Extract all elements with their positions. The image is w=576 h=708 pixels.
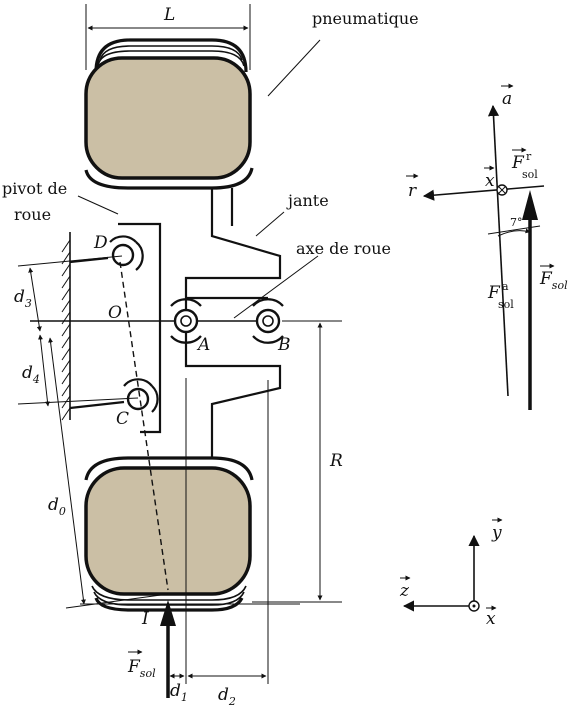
svg-text:a: a	[502, 89, 512, 109]
bottom-tire-body	[84, 466, 252, 596]
svg-text:a: a	[502, 280, 509, 293]
label-d4: d4	[22, 363, 40, 386]
svg-text:r: r	[526, 150, 532, 163]
label-r-vector: r	[406, 173, 419, 201]
svg-text:sol: sol	[522, 168, 538, 181]
svg-text:Fsol: Fsol	[539, 269, 568, 292]
label-y-axis: y	[491, 517, 503, 543]
wall-hatching	[61, 239, 71, 421]
label-F-sol-contact: Fsol	[127, 649, 156, 680]
bearing-a	[173, 308, 199, 334]
labels: pneumatique jante axe de roue pivot de r…	[2, 5, 568, 708]
svg-text:z: z	[399, 581, 410, 601]
label-d0: d0	[48, 495, 66, 518]
svg-text:Fsol: Fsol	[127, 657, 156, 680]
label-I: I	[141, 609, 149, 629]
label-O: O	[108, 303, 122, 323]
label-C: C	[116, 409, 129, 429]
label-axe-de-roue: axe de roue	[296, 239, 391, 258]
label-d1: d1	[170, 681, 188, 704]
joint-c	[126, 387, 150, 411]
svg-text:y: y	[491, 523, 502, 543]
top-tire-body	[84, 56, 252, 180]
label-z-axis: z	[399, 575, 411, 601]
coordinate-triad	[402, 534, 480, 612]
label-A: A	[196, 335, 210, 355]
label-x-vector: x	[484, 165, 495, 191]
label-B: B	[277, 335, 291, 355]
bearing-b	[255, 308, 281, 334]
label-pivot-line1: pivot de	[2, 179, 67, 198]
contact-force	[80, 600, 300, 698]
dimensions	[17, 4, 342, 684]
svg-text:x: x	[486, 609, 496, 629]
force-decomposition	[422, 104, 545, 410]
label-F-sol-a: F a sol	[487, 280, 514, 311]
label-D: D	[93, 233, 108, 253]
svg-text:sol: sol	[498, 298, 514, 311]
label-F-sol-r: F r sol	[511, 147, 538, 181]
svg-text:F: F	[487, 283, 501, 303]
pivot-axis	[119, 261, 169, 591]
label-pneumatique: pneumatique	[312, 9, 419, 28]
label-pivot-line2: roue	[14, 205, 51, 224]
label-L: L	[163, 5, 175, 25]
label-x-axis: x	[486, 605, 497, 629]
label-angle: 7°	[510, 216, 523, 229]
svg-text:r: r	[408, 181, 417, 201]
label-d3: d3	[14, 287, 32, 310]
label-R: R	[329, 451, 343, 471]
label-jante: jante	[286, 191, 329, 210]
svg-text:F: F	[511, 153, 525, 173]
joint-d	[111, 243, 135, 267]
svg-text:x: x	[485, 171, 495, 191]
label-d2: d2	[218, 685, 236, 708]
label-a-vector: a	[501, 83, 514, 109]
bottom-tire	[84, 456, 254, 612]
top-tire	[84, 38, 254, 190]
label-F-sol-right: Fsol	[539, 263, 568, 292]
leader-lines	[77, 39, 321, 319]
